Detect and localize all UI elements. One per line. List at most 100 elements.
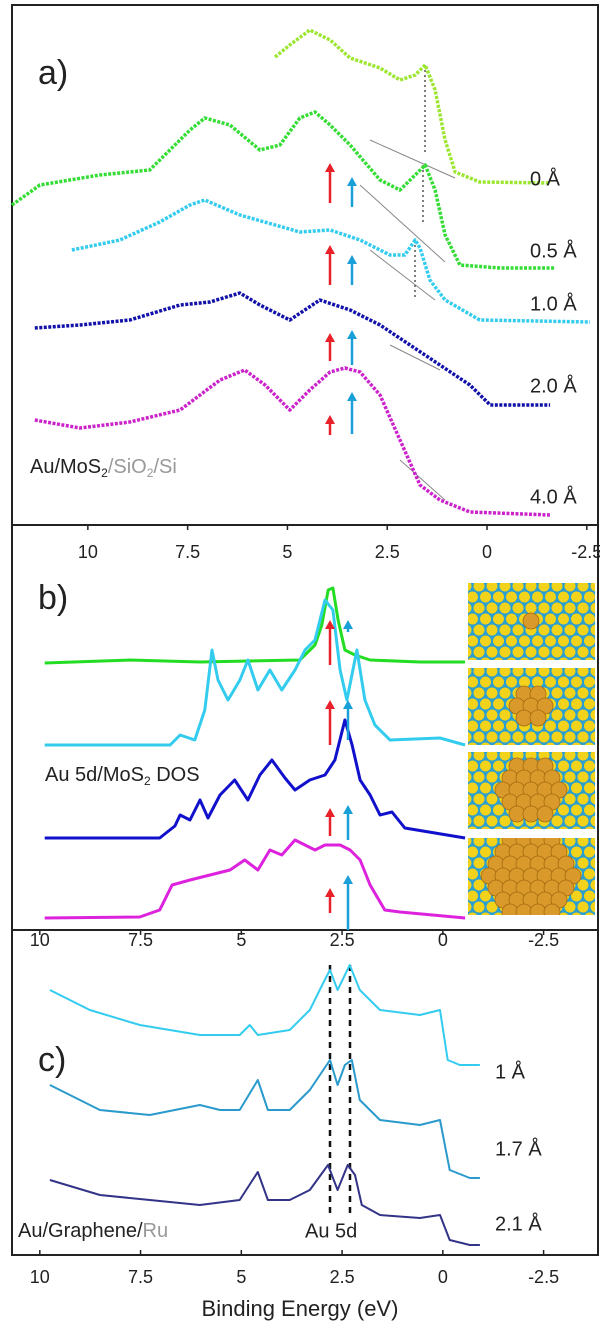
atom	[551, 752, 563, 761]
arrow-head	[343, 700, 353, 709]
cluster-atom	[508, 805, 526, 823]
arrow-head	[325, 245, 335, 254]
sample-label-part: 2	[147, 466, 154, 480]
arrow-head	[347, 330, 357, 339]
atom	[590, 624, 595, 636]
atom	[468, 720, 478, 732]
atom	[499, 646, 511, 658]
atom	[468, 646, 472, 658]
atom	[545, 591, 556, 603]
atom	[486, 602, 498, 614]
atom	[486, 646, 498, 658]
atom	[499, 731, 511, 743]
sample-label-part: Au/Graphene/	[18, 1220, 143, 1242]
atom	[571, 720, 582, 732]
atom	[486, 583, 498, 592]
atom	[584, 868, 595, 880]
atom	[473, 815, 485, 827]
x-axis-title: Binding Energy (eV)	[202, 1296, 399, 1321]
sample-label: Au/MoS2/SiO2/Si	[30, 456, 177, 480]
atom	[590, 901, 595, 913]
atom	[480, 826, 491, 829]
atom	[486, 668, 498, 677]
baselines	[359, 139, 456, 501]
annotation: Au 5d	[305, 1220, 357, 1242]
sample-label-part: 2	[144, 774, 151, 788]
atom	[499, 602, 511, 614]
structure-image	[468, 668, 595, 745]
sample-label: Au 5d/MoS2 DOS	[45, 764, 200, 788]
atom	[564, 668, 576, 677]
sample-label-part: Au/MoS	[30, 456, 101, 478]
atom	[571, 657, 582, 660]
atom	[506, 720, 517, 732]
atom	[577, 602, 589, 614]
atom	[558, 912, 569, 915]
atom	[564, 646, 576, 658]
cluster-atom	[522, 612, 540, 630]
atom	[545, 742, 556, 745]
atom	[480, 912, 491, 915]
sample-label-part: Au 5d/MoS	[45, 764, 144, 786]
atom	[564, 624, 576, 636]
atom	[506, 826, 517, 829]
atom	[584, 613, 595, 625]
atom	[564, 709, 576, 721]
atom	[551, 583, 563, 592]
atom	[468, 613, 478, 625]
atom	[506, 657, 517, 660]
atom	[473, 838, 485, 847]
atom	[564, 901, 576, 913]
x-tick-label: 5	[282, 542, 292, 562]
atom	[564, 771, 576, 783]
atom	[577, 793, 589, 805]
atom	[468, 838, 472, 847]
atom	[590, 602, 595, 614]
atom	[571, 912, 582, 915]
atom	[590, 646, 595, 658]
atom	[577, 709, 589, 721]
atom	[538, 583, 550, 592]
atom	[590, 879, 595, 891]
atom	[571, 613, 582, 625]
arrow-head	[347, 255, 357, 264]
atom	[512, 602, 524, 614]
atom	[468, 676, 478, 688]
atom	[493, 676, 504, 688]
atom	[493, 742, 504, 745]
atom	[577, 771, 589, 783]
atom	[551, 602, 563, 614]
atom	[473, 857, 485, 869]
atom	[564, 838, 576, 847]
atom	[551, 687, 563, 699]
spectrum	[44, 586, 466, 665]
atom	[468, 602, 472, 614]
atom	[486, 815, 498, 827]
atom	[564, 793, 576, 805]
atom	[473, 687, 485, 699]
atom	[499, 583, 511, 592]
x-tick-label: 0	[438, 930, 448, 950]
atom	[564, 752, 576, 761]
atom	[493, 720, 504, 732]
atom	[499, 624, 511, 636]
atom	[564, 583, 576, 592]
atom	[512, 731, 524, 743]
arrow-head	[325, 333, 335, 342]
panel-label: a)	[38, 54, 68, 92]
atom	[473, 879, 485, 891]
atom	[473, 583, 485, 592]
atom	[480, 742, 491, 745]
atom	[493, 804, 504, 816]
atom	[551, 624, 563, 636]
atom	[545, 676, 556, 688]
atom	[480, 698, 491, 710]
atom	[571, 804, 582, 816]
x-tick-label: 10	[30, 1267, 50, 1287]
x-tick-label: -2.5	[528, 930, 559, 950]
cluster-atom	[515, 903, 533, 915]
atom	[525, 731, 537, 743]
sample-label-part: /Si	[153, 456, 176, 478]
atom	[584, 912, 595, 915]
atom	[571, 890, 582, 902]
